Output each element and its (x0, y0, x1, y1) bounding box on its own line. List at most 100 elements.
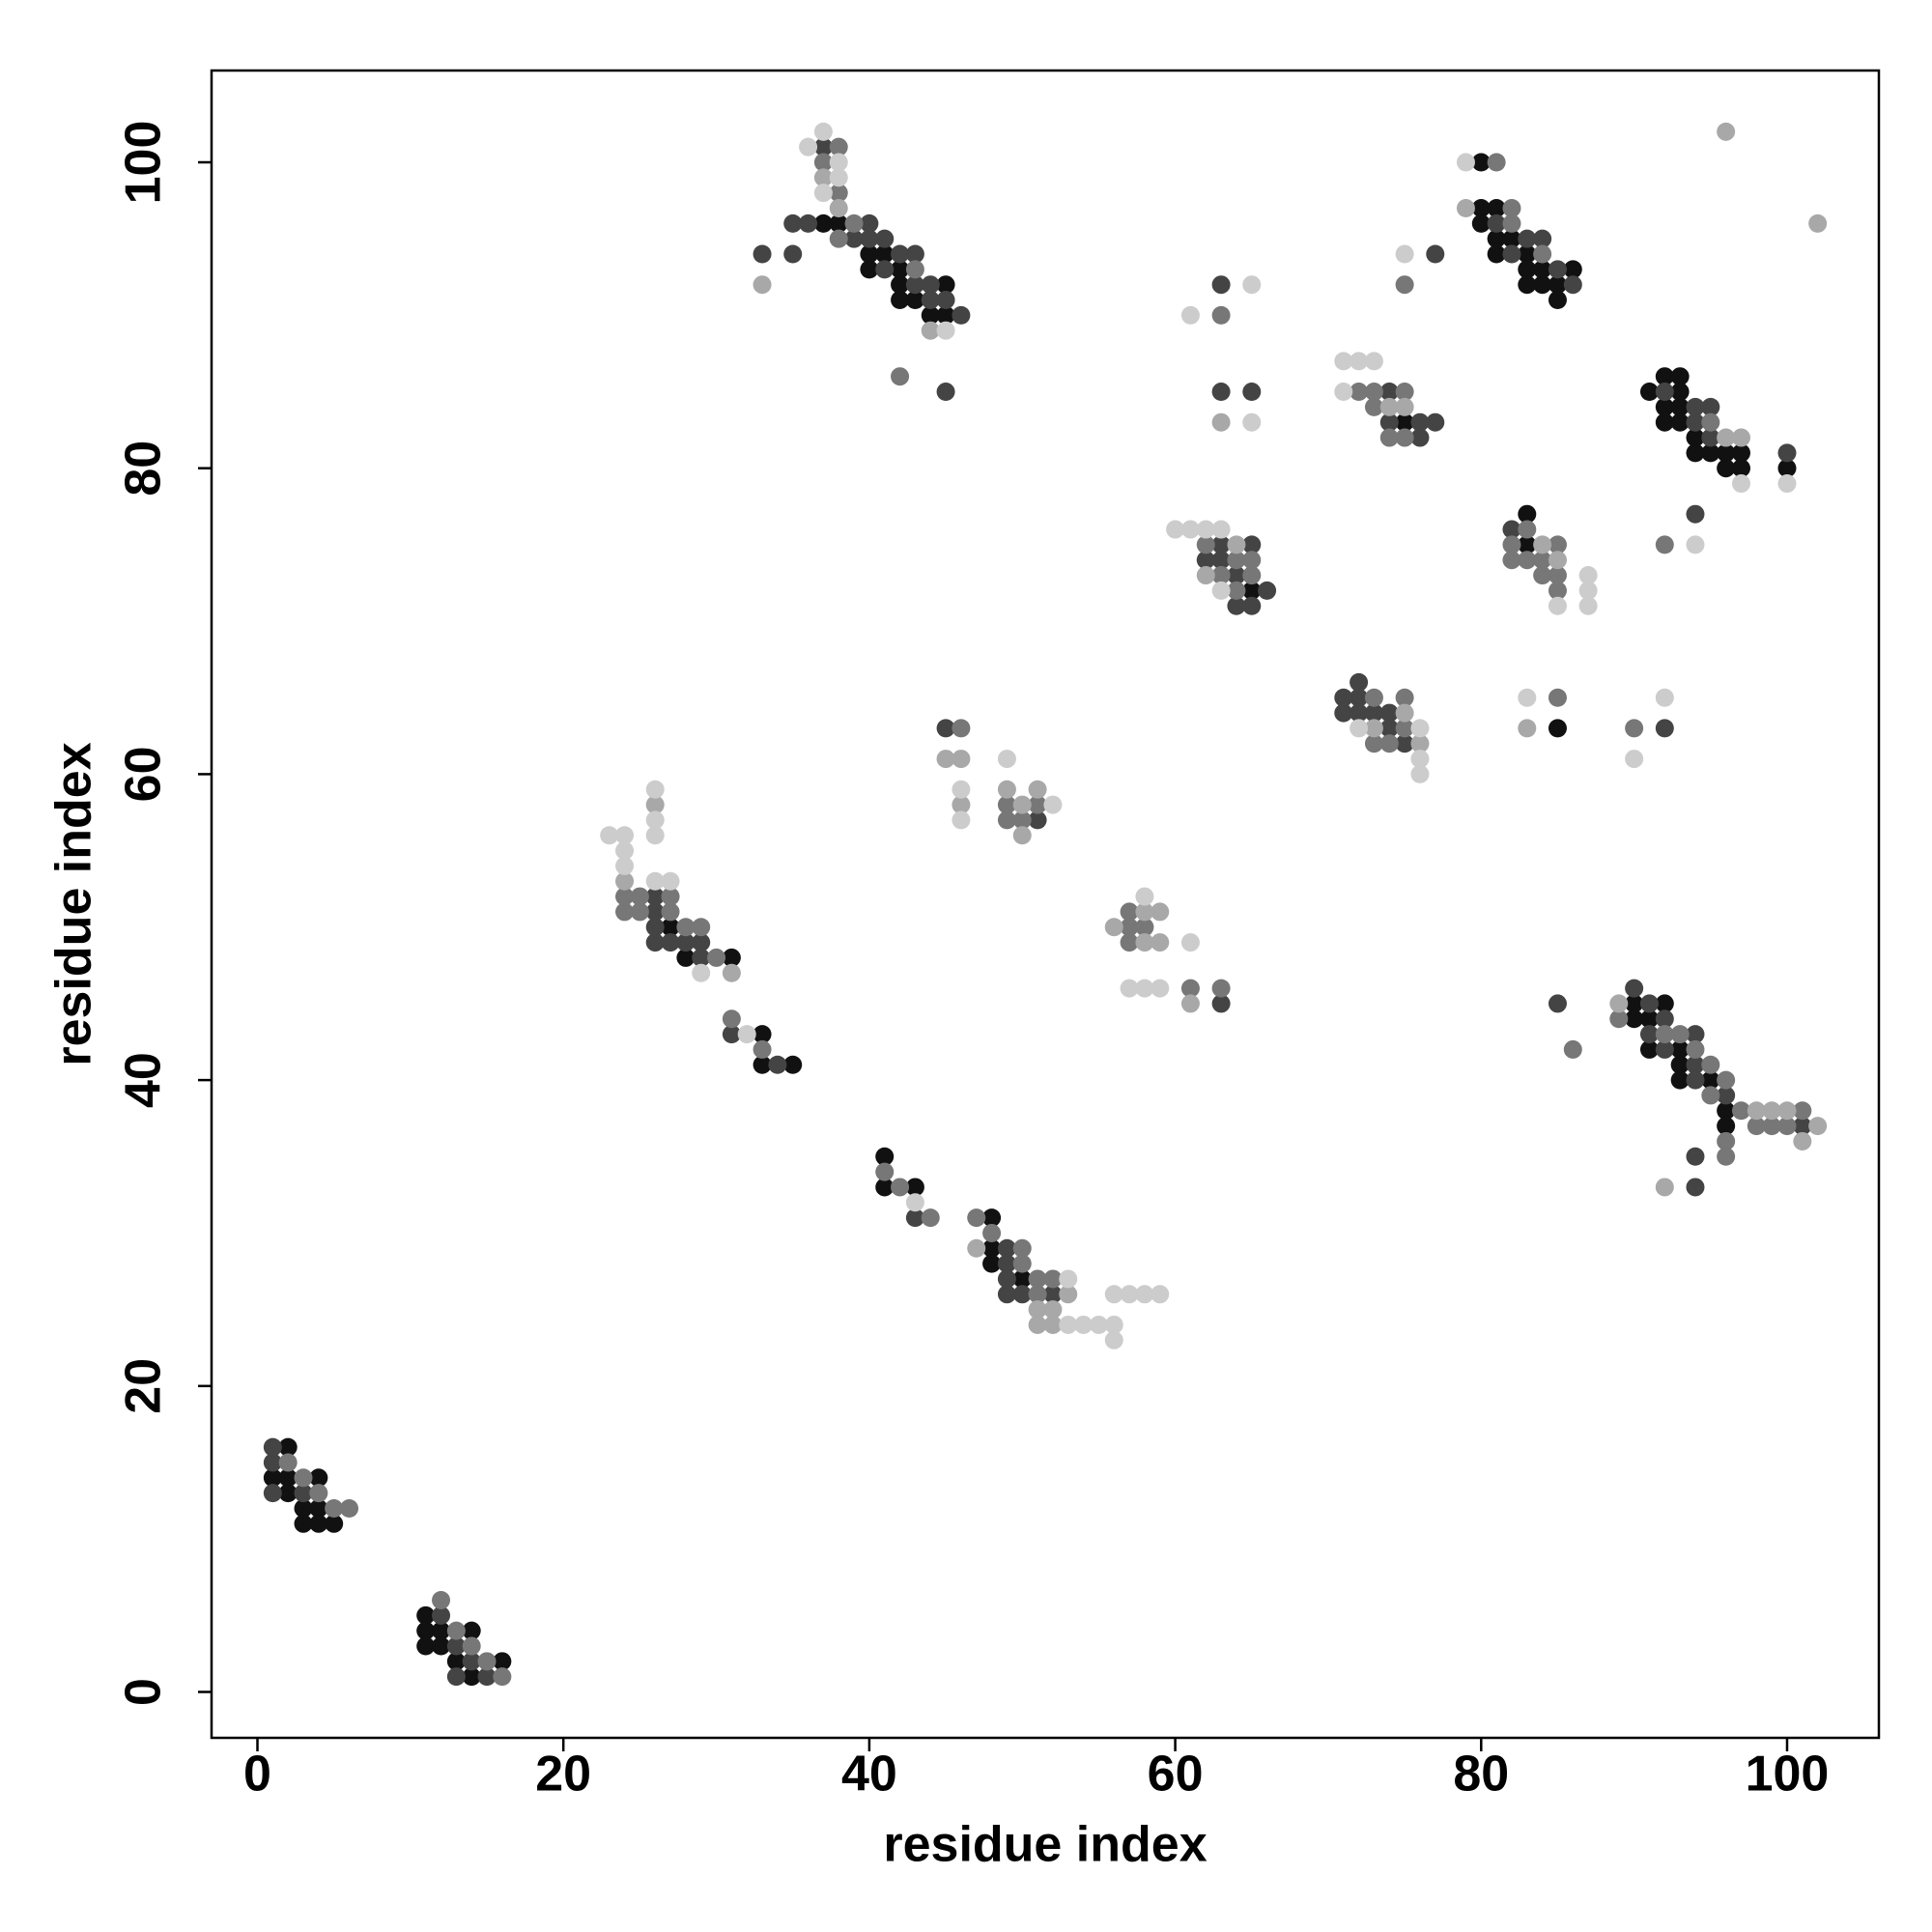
point (813, 153, 833, 172)
point (936, 275, 955, 295)
point (278, 1437, 298, 1457)
point (1625, 719, 1644, 738)
point (1043, 1269, 1063, 1289)
point (891, 291, 910, 310)
point (737, 1025, 756, 1044)
point (1487, 213, 1506, 233)
point (1410, 764, 1430, 783)
point (309, 1484, 328, 1503)
point (1395, 244, 1414, 264)
point (1410, 428, 1430, 447)
point (645, 918, 665, 937)
point (1670, 1055, 1690, 1074)
point (967, 1208, 986, 1228)
point (1410, 750, 1430, 769)
point (875, 229, 895, 248)
point (753, 275, 772, 295)
point (1487, 199, 1506, 218)
point (1670, 1025, 1690, 1044)
point (1379, 397, 1399, 416)
point (1395, 397, 1414, 416)
point (1364, 352, 1383, 371)
point (1518, 719, 1537, 738)
point (477, 1667, 497, 1687)
point (1043, 795, 1063, 814)
point (1471, 213, 1491, 233)
point (1518, 688, 1537, 707)
point (1518, 504, 1537, 524)
point (1028, 1285, 1047, 1304)
point (263, 1437, 282, 1457)
point (263, 1468, 282, 1488)
point (1609, 994, 1629, 1013)
point (1777, 1117, 1797, 1136)
point (1334, 688, 1353, 707)
point (1180, 520, 1200, 539)
point (1777, 459, 1797, 478)
point (1364, 688, 1383, 707)
point (432, 1621, 451, 1640)
point (1655, 535, 1674, 554)
point (891, 367, 910, 386)
point (1059, 1285, 1078, 1304)
point (1395, 703, 1414, 723)
y-tick-label: 20 (116, 1358, 172, 1414)
point (1548, 688, 1567, 707)
point (1655, 397, 1674, 416)
point (875, 260, 895, 279)
point (1028, 1315, 1047, 1334)
point (860, 213, 879, 233)
point (1043, 1300, 1063, 1320)
point (278, 1468, 298, 1488)
point (783, 213, 803, 233)
point (952, 795, 971, 814)
point (799, 213, 818, 233)
point (1731, 459, 1750, 478)
point (1808, 213, 1828, 233)
point (936, 719, 955, 738)
point (1242, 581, 1262, 600)
point (1609, 1009, 1629, 1029)
point (1686, 412, 1705, 432)
point (813, 213, 833, 233)
point (829, 184, 848, 203)
point (1227, 551, 1246, 570)
point (1227, 596, 1246, 615)
point (768, 1055, 787, 1074)
point (982, 1238, 1002, 1258)
point (1762, 1117, 1781, 1136)
point (325, 1498, 344, 1518)
point (1639, 994, 1659, 1013)
point (1211, 520, 1231, 539)
point (936, 750, 955, 769)
point (1456, 153, 1475, 172)
point (1563, 1039, 1582, 1059)
point (1686, 397, 1705, 416)
point (905, 291, 924, 310)
point (905, 1208, 924, 1228)
point (905, 260, 924, 279)
point (1686, 1055, 1705, 1074)
point (446, 1621, 466, 1640)
point (1135, 887, 1154, 906)
point (1135, 902, 1154, 922)
point (1242, 275, 1262, 295)
point (1717, 1147, 1736, 1166)
point (325, 1514, 344, 1533)
point (1028, 795, 1047, 814)
point (1227, 566, 1246, 585)
point (1012, 1285, 1032, 1304)
point (1350, 719, 1369, 738)
point (1350, 672, 1369, 692)
point (1028, 1300, 1047, 1320)
point (1211, 535, 1231, 554)
point (1211, 566, 1231, 585)
point (707, 948, 726, 967)
point (309, 1514, 328, 1533)
point (1701, 412, 1720, 432)
point (1043, 1285, 1063, 1304)
point (493, 1652, 512, 1671)
point (1502, 535, 1521, 554)
point (1777, 1101, 1797, 1121)
point (1350, 352, 1369, 371)
